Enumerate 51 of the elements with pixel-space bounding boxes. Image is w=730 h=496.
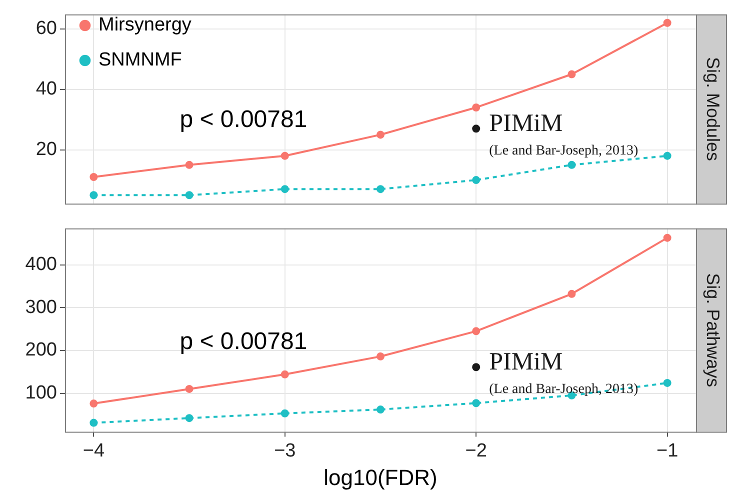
point bbox=[185, 191, 194, 200]
x-tick-label: −3 bbox=[274, 440, 296, 462]
text: Sig. Modules bbox=[703, 56, 724, 162]
x-axis-title: log10(FDR) bbox=[324, 464, 438, 490]
point bbox=[90, 191, 98, 200]
point bbox=[472, 399, 480, 408]
point bbox=[376, 406, 384, 414]
point bbox=[472, 103, 480, 112]
point bbox=[568, 290, 576, 298]
point bbox=[185, 414, 194, 422]
point bbox=[185, 160, 194, 169]
point bbox=[90, 400, 98, 408]
y-tick-label: 60 bbox=[36, 18, 57, 40]
point bbox=[90, 418, 98, 427]
point bbox=[472, 363, 480, 372]
y-tick-label: 200 bbox=[25, 340, 57, 361]
point bbox=[376, 130, 384, 139]
series-label: PIMiM bbox=[489, 348, 563, 376]
x-tick-label: −4 bbox=[82, 440, 105, 462]
point bbox=[280, 185, 289, 194]
y-tick-label: 400 bbox=[25, 254, 57, 276]
annotation: (Le and Bar-Joseph, 2013) bbox=[489, 143, 638, 158]
point bbox=[663, 234, 672, 242]
annotation: p < 0.00781 bbox=[180, 328, 308, 355]
point bbox=[472, 176, 480, 184]
y-tick-label: 300 bbox=[25, 296, 57, 318]
y-tick-label: 20 bbox=[36, 139, 57, 160]
point bbox=[663, 18, 672, 27]
y-tick-label: 40 bbox=[36, 78, 57, 100]
point bbox=[663, 378, 672, 387]
point bbox=[568, 70, 576, 78]
series-label: PIMiM bbox=[489, 110, 563, 138]
point bbox=[280, 370, 289, 378]
point bbox=[663, 152, 672, 160]
point bbox=[280, 152, 289, 160]
annotation: (Le and Bar-Joseph, 2013) bbox=[489, 382, 638, 397]
point bbox=[376, 185, 384, 194]
text: Sig. Pathways bbox=[703, 273, 724, 388]
point bbox=[472, 124, 480, 133]
annotation: p < 0.00781 bbox=[180, 106, 308, 133]
point bbox=[472, 327, 480, 336]
x-tick-label: −2 bbox=[465, 440, 487, 462]
point bbox=[376, 352, 384, 360]
legend-label: Mirsynergy bbox=[98, 14, 192, 36]
legend-label: SNMNMF bbox=[98, 50, 182, 71]
point bbox=[568, 160, 576, 169]
y-tick-label: 100 bbox=[25, 382, 57, 404]
point bbox=[185, 384, 194, 393]
point bbox=[90, 173, 98, 182]
x-tick-label: −1 bbox=[656, 440, 678, 462]
point bbox=[280, 409, 289, 418]
